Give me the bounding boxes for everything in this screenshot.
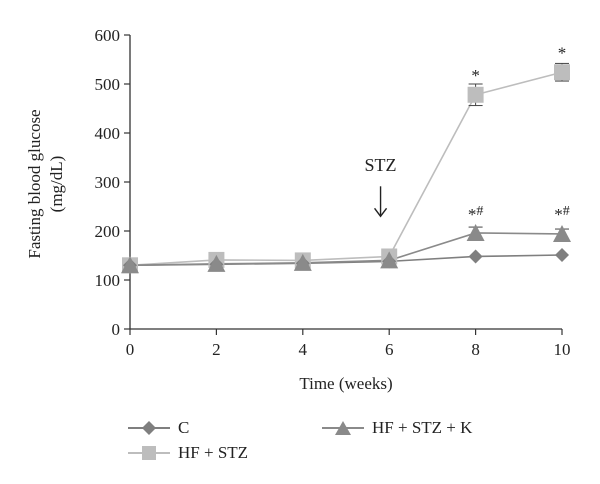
y-axis-label-line-2: (mg/dL) bbox=[47, 156, 66, 213]
x-tick-label: 6 bbox=[385, 340, 394, 359]
x-tick-label: 8 bbox=[471, 340, 480, 359]
x-tick-label: 2 bbox=[212, 340, 221, 359]
series-line-2 bbox=[129, 232, 563, 267]
x-tick-label: 4 bbox=[299, 340, 308, 359]
y-tick-label: 500 bbox=[95, 75, 121, 94]
significance-marker: *# bbox=[468, 204, 484, 224]
data-point-triangle bbox=[380, 251, 399, 269]
axes: 0 100 200 300 400 500 600 0 2 4 6 8 10 bbox=[95, 26, 571, 359]
glucose-line-chart: 0 100 200 300 400 500 600 0 2 4 6 8 10 STZ * * *# *# Tim… bbox=[25, 26, 571, 393]
y-axis-label-line-1: Fasting blood glucose bbox=[25, 109, 44, 258]
legend-label-hf-stz: HF + STZ bbox=[178, 443, 249, 462]
y-tick-label: 600 bbox=[95, 26, 121, 45]
y-tick-label: 400 bbox=[95, 124, 121, 143]
x-tick-label: 0 bbox=[126, 340, 135, 359]
data-point-triangle bbox=[466, 223, 485, 241]
x-axis-label: Time (weeks) bbox=[299, 374, 392, 393]
significance-marker: * bbox=[558, 44, 567, 63]
data-point-triangle bbox=[121, 256, 139, 274]
legend-marker-hf-stz bbox=[128, 446, 170, 460]
significance-marker: * bbox=[471, 66, 480, 85]
significance-marker: *# bbox=[554, 204, 570, 224]
chart-marks: STZ * * *# *# bbox=[121, 44, 571, 274]
stz-arrow bbox=[373, 186, 388, 218]
data-point-triangle bbox=[553, 224, 571, 242]
series-line-1 bbox=[129, 71, 563, 267]
y-tick-label: 100 bbox=[95, 271, 121, 290]
y-tick-label: 0 bbox=[112, 320, 121, 339]
legend-item-hf-stz-k: HF + STZ + K bbox=[322, 418, 472, 438]
legend-item-c: C bbox=[128, 418, 189, 438]
y-tick-label: 300 bbox=[95, 173, 121, 192]
legend-label-hf-stz-k: HF + STZ + K bbox=[372, 418, 473, 437]
stz-label: STZ bbox=[365, 155, 397, 175]
legend-marker-hf-stz-k bbox=[322, 421, 364, 435]
x-tick-label: 10 bbox=[554, 340, 571, 359]
legend-item-hf-stz: HF + STZ bbox=[128, 443, 248, 463]
data-point-diamond bbox=[555, 248, 569, 263]
legend-marker-c bbox=[128, 421, 170, 435]
y-tick-label: 200 bbox=[95, 222, 121, 241]
legend-label-c: C bbox=[178, 418, 190, 437]
data-point-square bbox=[554, 64, 570, 81]
data-point-triangle bbox=[207, 254, 226, 272]
stz-arrow-head bbox=[373, 207, 388, 218]
data-point-diamond bbox=[468, 249, 483, 264]
data-point-triangle bbox=[293, 253, 312, 271]
data-point-square bbox=[467, 86, 484, 103]
